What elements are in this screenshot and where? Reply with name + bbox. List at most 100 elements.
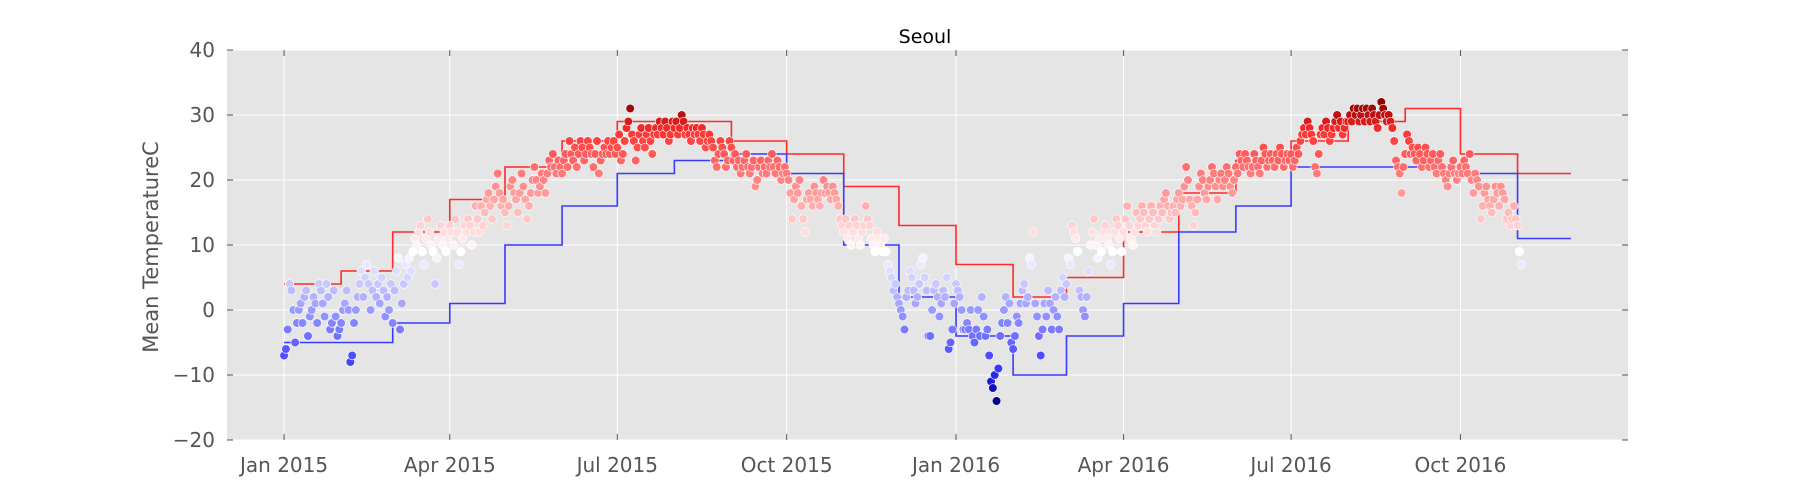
data-point — [450, 214, 460, 224]
data-point — [1002, 318, 1013, 328]
data-point — [940, 292, 950, 302]
data-point — [1139, 207, 1149, 218]
data-point — [1514, 246, 1524, 257]
data-point — [1107, 246, 1118, 257]
data-point — [351, 305, 361, 315]
data-point — [432, 253, 442, 263]
data-point — [955, 292, 965, 302]
data-point — [995, 331, 1005, 341]
data-point — [1387, 123, 1397, 133]
data-point — [406, 266, 416, 276]
data-point — [1100, 220, 1110, 231]
data-point — [524, 201, 534, 211]
data-point — [991, 396, 1002, 406]
data-point — [478, 220, 488, 231]
data-point — [303, 331, 313, 341]
data-point — [1113, 220, 1123, 231]
data-point — [388, 318, 398, 328]
data-point — [794, 175, 805, 185]
grid-lines — [227, 49, 1628, 441]
data-point — [1442, 181, 1453, 192]
data-point — [423, 214, 433, 224]
data-point — [1161, 188, 1171, 198]
data-point — [1188, 220, 1199, 231]
data-point — [472, 214, 482, 224]
data-point — [984, 350, 994, 361]
data-point — [430, 279, 440, 289]
data-point — [752, 175, 762, 185]
data-point — [979, 311, 989, 322]
data-point — [1170, 207, 1180, 218]
data-point — [456, 246, 466, 257]
data-point — [1396, 188, 1407, 198]
data-point — [1152, 227, 1162, 237]
data-point — [614, 129, 624, 140]
data-point — [1233, 168, 1243, 179]
x-tick-label: Jul 2016 — [1248, 453, 1331, 477]
data-point — [793, 188, 803, 198]
data-point — [1065, 259, 1075, 270]
data-point — [502, 220, 512, 231]
data-point — [1041, 311, 1051, 322]
data-point — [1448, 155, 1458, 166]
axis-ticks — [227, 49, 1628, 441]
data-point — [412, 240, 422, 250]
data-point — [767, 149, 777, 159]
data-point — [1183, 175, 1193, 185]
data-point — [384, 305, 394, 315]
data-point — [708, 142, 718, 153]
data-point — [365, 305, 376, 315]
data-point — [914, 279, 924, 289]
data-point — [1010, 331, 1020, 341]
data-point — [393, 253, 403, 263]
data-point — [391, 266, 401, 276]
data-point — [1082, 292, 1092, 302]
data-point — [1373, 123, 1383, 133]
data-point — [518, 181, 529, 192]
data-point — [925, 331, 935, 341]
data-point — [562, 162, 573, 172]
data-point — [588, 162, 598, 172]
y-tick-label: −10 — [173, 363, 215, 387]
x-tick-label: Oct 2016 — [1415, 453, 1507, 477]
data-point — [620, 136, 630, 146]
data-point — [1008, 344, 1018, 354]
data-point — [934, 311, 945, 322]
data-point — [375, 298, 385, 309]
data-point — [1087, 227, 1097, 237]
data-point — [336, 318, 346, 328]
data-point — [1128, 240, 1138, 250]
data-point — [281, 344, 291, 354]
data-point — [1054, 324, 1064, 335]
data-point — [1516, 259, 1526, 270]
data-point — [454, 259, 464, 270]
data-point — [283, 324, 293, 335]
x-tick-label: Apr 2016 — [1078, 453, 1170, 477]
y-tick-label: 10 — [190, 233, 215, 257]
data-point — [855, 240, 865, 250]
data-point — [846, 240, 856, 250]
data-point — [316, 285, 326, 296]
data-point — [452, 227, 462, 237]
data-point — [982, 324, 992, 335]
data-point — [1481, 181, 1491, 192]
data-point — [516, 168, 527, 179]
x-tick-label: Oct 2015 — [741, 453, 833, 477]
data-point — [1080, 311, 1090, 322]
data-point — [815, 201, 825, 211]
data-point — [800, 227, 810, 237]
data-point — [540, 188, 551, 198]
data-point — [945, 337, 956, 348]
data-point — [969, 337, 980, 348]
y-tick-label: −20 — [173, 428, 215, 452]
data-point — [504, 201, 514, 211]
data-point — [329, 285, 339, 296]
y-tick-label: 20 — [190, 168, 215, 192]
data-point — [1293, 149, 1304, 159]
data-point — [389, 285, 400, 296]
data-point — [861, 201, 871, 211]
data-point — [1043, 285, 1053, 296]
data-point — [647, 149, 657, 159]
data-point — [1037, 324, 1048, 335]
data-point — [956, 305, 967, 315]
